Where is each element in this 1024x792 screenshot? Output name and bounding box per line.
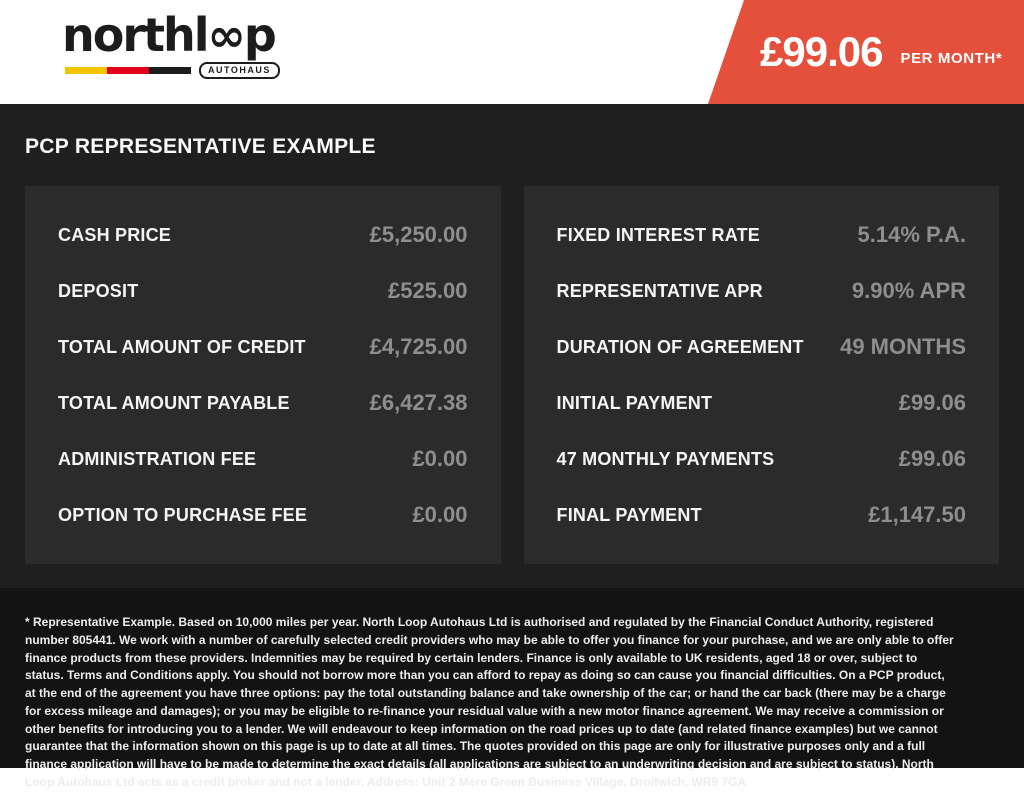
finance-row-label: FIXED INTEREST RATE bbox=[556, 224, 760, 245]
finance-panel-left: CASH PRICE £5,250.00 DEPOSIT £525.00 TOT… bbox=[25, 186, 501, 564]
finance-row-admin-fee: ADMINISTRATION FEE £0.00 bbox=[58, 431, 468, 487]
finance-row-value: £525.00 bbox=[387, 278, 468, 303]
finance-row-final-payment: FINAL PAYMENT £1,147.50 bbox=[557, 487, 967, 543]
stripe-yellow-segment bbox=[65, 66, 107, 74]
stripe-black-segment bbox=[149, 66, 191, 74]
finance-panels: CASH PRICE £5,250.00 DEPOSIT £525.00 TOT… bbox=[25, 186, 999, 564]
finance-row-label: CASH PRICE bbox=[58, 224, 172, 245]
monthly-price-amount: £99.06 bbox=[760, 28, 883, 75]
finance-row-value: 5.14% P.A. bbox=[857, 222, 966, 247]
finance-row-label: TOTAL AMOUNT PAYABLE bbox=[58, 392, 290, 413]
finance-row-value: £0.00 bbox=[412, 446, 468, 471]
finance-row-label: FINAL PAYMENT bbox=[556, 504, 702, 525]
finance-row-label: TOTAL AMOUNT OF CREDIT bbox=[58, 336, 306, 357]
finance-row-monthly-payments: 47 MONTHLY PAYMENTS £99.06 bbox=[557, 431, 967, 487]
finance-row-deposit: DEPOSIT £525.00 bbox=[58, 263, 468, 319]
logo-tagline-row: AUTOHAUS bbox=[65, 61, 280, 79]
german-flag-stripe bbox=[65, 66, 191, 74]
finance-row-label: REPRESENTATIVE APR bbox=[556, 280, 763, 301]
finance-row-label: DEPOSIT bbox=[58, 280, 139, 301]
legal-footer: * Representative Example. Based on 10,00… bbox=[0, 588, 1024, 789]
representative-example-disclaimer: * Representative Example. Based on 10,00… bbox=[25, 615, 954, 789]
finance-row-duration: DURATION OF AGREEMENT 49 MONTHS bbox=[557, 319, 967, 375]
finance-row-representative-apr: REPRESENTATIVE APR 9.90% APR bbox=[557, 263, 967, 319]
finance-row-value: £99.06 bbox=[898, 446, 966, 471]
monthly-price-banner: £99.06 PER MONTH* bbox=[708, 0, 1024, 104]
finance-row-value: £5,250.00 bbox=[369, 222, 468, 247]
finance-row-value: £0.00 bbox=[412, 502, 468, 527]
page-title: PCP REPRESENTATIVE EXAMPLE bbox=[25, 135, 376, 158]
finance-row-label: DURATION OF AGREEMENT bbox=[556, 336, 804, 357]
finance-row-cash-price: CASH PRICE £5,250.00 bbox=[58, 207, 468, 263]
finance-row-label: INITIAL PAYMENT bbox=[556, 392, 713, 413]
finance-panel-right: FIXED INTEREST RATE 5.14% P.A. REPRESENT… bbox=[523, 186, 999, 564]
finance-row-total-payable: TOTAL AMOUNT PAYABLE £6,427.38 bbox=[58, 375, 468, 431]
finance-row-label: OPTION TO PURCHASE FEE bbox=[58, 504, 308, 525]
northloop-logo[interactable]: northl∞p AUTOHAUS bbox=[62, 10, 280, 79]
logo-wordmark: northl∞p bbox=[62, 8, 277, 62]
finance-row-initial-payment: INITIAL PAYMENT £99.06 bbox=[557, 375, 967, 431]
finance-row-option-to-purchase-fee: OPTION TO PURCHASE FEE £0.00 bbox=[58, 487, 468, 543]
finance-row-value: 9.90% APR bbox=[851, 278, 966, 303]
finance-row-value: £99.06 bbox=[898, 390, 966, 415]
finance-row-label: 47 MONTHLY PAYMENTS bbox=[556, 448, 775, 469]
pcp-example-section: PCP REPRESENTATIVE EXAMPLE CASH PRICE £5… bbox=[0, 104, 1024, 588]
finance-row-value: £6,427.38 bbox=[369, 390, 468, 415]
page-header: northl∞p AUTOHAUS £99.06 PER MONTH* bbox=[0, 0, 1024, 104]
finance-row-label: ADMINISTRATION FEE bbox=[58, 448, 257, 469]
autohaus-badge: AUTOHAUS bbox=[199, 61, 280, 79]
finance-row-total-credit: TOTAL AMOUNT OF CREDIT £4,725.00 bbox=[58, 319, 468, 375]
monthly-price-period: PER MONTH* bbox=[900, 49, 1003, 67]
finance-row-value: £4,725.00 bbox=[369, 334, 468, 359]
finance-row-fixed-interest-rate: FIXED INTEREST RATE 5.14% P.A. bbox=[557, 207, 967, 263]
finance-row-value: 49 MONTHS bbox=[840, 334, 966, 359]
finance-row-value: £1,147.50 bbox=[868, 502, 966, 527]
stripe-red-segment bbox=[107, 66, 149, 74]
